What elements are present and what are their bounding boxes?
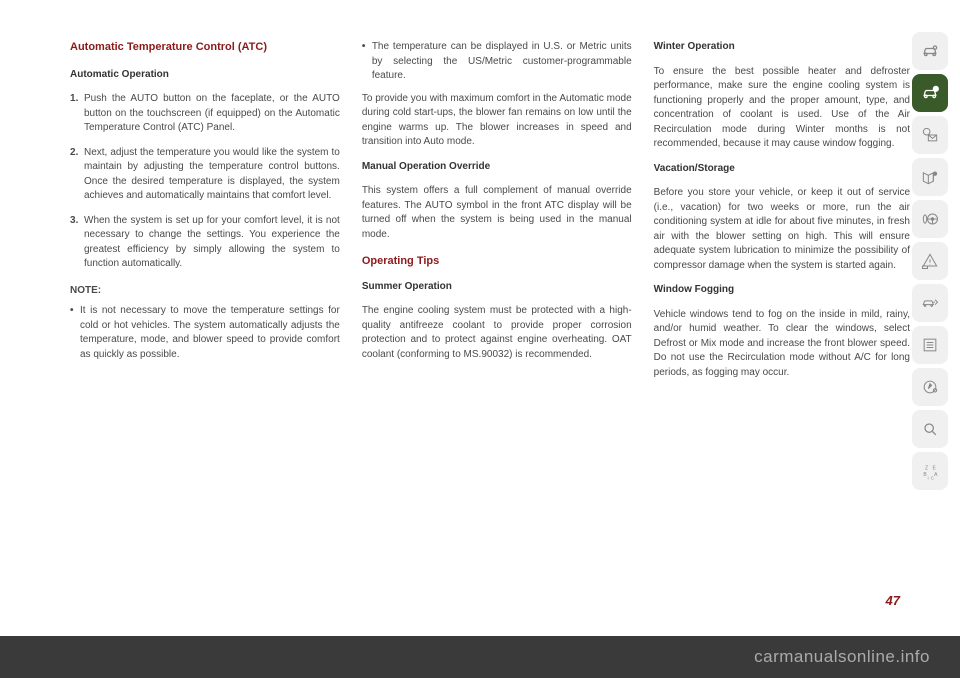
note-bullet-2: The temperature can be displayed in U.S.… bbox=[362, 40, 632, 84]
note-list-cont: The temperature can be displayed in U.S.… bbox=[362, 40, 632, 84]
manual-override-heading: Manual Operation Override bbox=[362, 160, 632, 175]
operation-steps: Push the AUTO button on the faceplate, o… bbox=[70, 92, 340, 272]
page-content: Automatic Temperature Control (ATC) Auto… bbox=[0, 0, 960, 620]
location-icon[interactable] bbox=[912, 368, 948, 406]
column-1: Automatic Temperature Control (ATC) Auto… bbox=[70, 40, 340, 600]
svg-text:A: A bbox=[934, 472, 938, 478]
mail-icon[interactable] bbox=[912, 116, 948, 154]
winter-para: To ensure the best possible heater and d… bbox=[654, 65, 910, 152]
footer-text: carmanualsonline.info bbox=[754, 647, 930, 667]
comfort-para: To provide you with maximum comfort in t… bbox=[362, 92, 632, 150]
step-1: Push the AUTO button on the faceplate, o… bbox=[70, 92, 340, 136]
sidebar-nav: i ZEBAIC bbox=[912, 32, 948, 490]
note-label: NOTE: bbox=[70, 284, 340, 299]
svg-text:I: I bbox=[928, 475, 929, 480]
index-icon[interactable]: ZEBAIC bbox=[912, 452, 948, 490]
fogging-heading: Window Fogging bbox=[654, 283, 910, 298]
nav-icon[interactable] bbox=[912, 158, 948, 196]
svg-text:E: E bbox=[933, 465, 937, 471]
winter-heading: Winter Operation bbox=[654, 40, 910, 55]
footer-bar: carmanualsonline.info bbox=[0, 636, 960, 678]
fogging-para: Vehicle windows tend to fog on the insid… bbox=[654, 308, 910, 381]
atc-heading: Automatic Temperature Control (ATC) bbox=[70, 40, 340, 56]
summer-para: The engine cooling system must be protec… bbox=[362, 304, 632, 362]
vacation-heading: Vacation/Storage bbox=[654, 162, 910, 177]
car-info-icon[interactable]: i bbox=[912, 74, 948, 112]
note-bullet-1: It is not necessary to move the temperat… bbox=[70, 304, 340, 362]
summer-heading: Summer Operation bbox=[362, 280, 632, 295]
warning-icon[interactable] bbox=[912, 242, 948, 280]
svg-text:Z: Z bbox=[925, 465, 928, 471]
car-service-icon[interactable] bbox=[912, 284, 948, 322]
operating-tips-heading: Operating Tips bbox=[362, 254, 632, 270]
search-icon[interactable] bbox=[912, 410, 948, 448]
page-number: 47 bbox=[886, 593, 900, 608]
vacation-para: Before you store your vehicle, or keep i… bbox=[654, 186, 910, 273]
column-2: The temperature can be displayed in U.S.… bbox=[362, 40, 632, 600]
manual-para: This system offers a full complement of … bbox=[362, 184, 632, 242]
step-3: When the system is set up for your comfo… bbox=[70, 214, 340, 272]
car-search-icon[interactable] bbox=[912, 32, 948, 70]
list-icon[interactable] bbox=[912, 326, 948, 364]
note-list: It is not necessary to move the temperat… bbox=[70, 304, 340, 362]
steering-icon[interactable] bbox=[912, 200, 948, 238]
svg-text:C: C bbox=[931, 475, 934, 480]
column-3: Winter Operation To ensure the best poss… bbox=[654, 40, 910, 600]
step-2: Next, adjust the temperature you would l… bbox=[70, 146, 340, 204]
auto-operation-heading: Automatic Operation bbox=[70, 68, 340, 83]
